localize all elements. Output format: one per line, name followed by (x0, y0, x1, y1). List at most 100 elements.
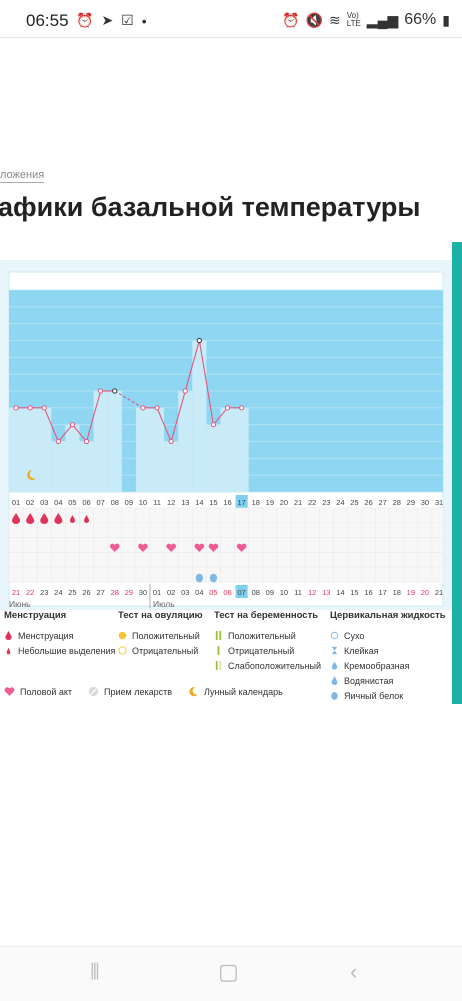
legend-label: Водянистая (344, 675, 394, 686)
x-bottom-label: 11 (294, 588, 302, 597)
card-accent-stripe (452, 242, 462, 704)
legend-item: Положительный (214, 628, 321, 643)
status-left-icons: ⏰ ➤ ☑ • (76, 12, 147, 29)
back-icon[interactable]: ‹ (350, 959, 358, 984)
x-tick-label: 22 (308, 498, 316, 507)
x-tick-label: 19 (266, 498, 274, 507)
temperature-segment (156, 407, 172, 442)
legend-menstruation: Менструация Менструация Небольшие выделе… (4, 610, 115, 658)
egg-white-marker (209, 573, 218, 583)
temperature-bar (220, 407, 235, 492)
legend-title: Тест на беременность (214, 610, 319, 621)
page-title: афики базальной температуры (0, 192, 421, 222)
alarm-icon: ⏰ (76, 12, 94, 28)
temperature-point (55, 438, 61, 445)
recent-apps-icon[interactable]: ⦀ (90, 959, 100, 984)
x-tick-label: 14 (195, 498, 203, 507)
temperature-bar (23, 407, 38, 492)
legend-item: Слабоположительный (214, 658, 321, 673)
x-tick-label: 18 (252, 498, 260, 507)
legend-label: Менструация (18, 630, 74, 641)
temperature-point (83, 438, 90, 445)
x-tick-label: 20 (280, 498, 288, 507)
legend-pregnancy: Тест на беременность Положительный Отриц… (214, 610, 321, 673)
x-tick-label: 07 (96, 498, 104, 507)
x-tick-label: 06 (82, 498, 90, 507)
x-bottom-label: 29 (125, 588, 133, 597)
x-bottom-label: 05 (209, 588, 217, 597)
legend-label: Слабоположительный (228, 660, 322, 671)
temperature-bar (206, 424, 221, 492)
x-bottom-label: 18 (393, 588, 401, 597)
sticky-icon (331, 646, 338, 655)
highlight-day-box (235, 585, 248, 598)
pill-icon (88, 686, 99, 697)
x-bottom-label: 21 (435, 588, 443, 597)
x-bottom-label: 14 (336, 588, 344, 597)
temperature-point (196, 337, 202, 344)
legend-label: Отрицательный (132, 645, 199, 656)
temperature-bar (107, 391, 122, 492)
x-bottom-label: 02 (167, 588, 175, 597)
home-icon[interactable]: ▢ (218, 959, 239, 984)
x-tick-label: 13 (181, 498, 189, 507)
dry-icon (330, 631, 339, 640)
legend-item: Водянистая (330, 673, 446, 688)
x-tick-label: 04 (54, 498, 62, 507)
faint-line-icon (215, 661, 222, 670)
intercourse-heart (208, 543, 219, 552)
x-tick-label: 27 (378, 498, 386, 507)
temperature-segment (198, 340, 214, 425)
temperature-segment (213, 407, 228, 426)
x-bottom-label: 08 (252, 588, 260, 597)
x-bottom-label: 26 (82, 588, 90, 597)
x-bottom-label: 10 (280, 588, 288, 597)
temperature-point (168, 438, 174, 445)
system-nav-bar: ⦀ ▢ ‹ (0, 946, 462, 1001)
x-tick-label: 28 (393, 498, 401, 507)
legend-label: Прием лекарств (104, 686, 173, 697)
x-bottom-label: 22 (26, 588, 34, 597)
x-tick-label: 12 (167, 498, 175, 507)
breadcrumb[interactable]: ложения (0, 169, 45, 183)
temperature-bar (178, 391, 193, 492)
x-bottom-label: 27 (96, 588, 104, 597)
legend-title: Цервикальная жидкость (330, 610, 446, 621)
menstruation-drop (12, 513, 21, 524)
x-tick-label: 31 (435, 498, 443, 507)
temperature-bar (164, 441, 179, 492)
x-bottom-label: 24 (54, 588, 62, 597)
drop-icon (5, 631, 12, 640)
wifi-icon: ≋ (328, 11, 341, 28)
highlight-day-box (235, 495, 248, 508)
x-bottom-label: 03 (181, 588, 189, 597)
temperature-bar (135, 407, 150, 492)
temperature-bar (65, 424, 80, 492)
menstruation-drop (26, 513, 35, 524)
legend-label: Половой акт (20, 686, 73, 697)
x-bottom-label: 16 (364, 588, 372, 597)
x-bottom-label: 06 (223, 588, 231, 597)
temperature-point (224, 405, 231, 411)
status-right-icons: ⏰ 🔇 ≋ Vo) LTE ▂▄▆ 66% ▮ (282, 11, 450, 29)
watery-icon (331, 676, 338, 685)
intercourse-heart (166, 543, 176, 552)
intercourse-heart (236, 543, 247, 552)
x-bottom-label: 15 (350, 588, 358, 597)
x-tick-label: 30 (421, 498, 429, 507)
x-tick-label: 03 (40, 498, 48, 507)
legend-item: Половой акт (4, 684, 72, 699)
month-label-left: Июнь (9, 599, 31, 609)
temperature-bar (9, 407, 24, 492)
legend-label: Яичный белок (344, 690, 404, 701)
temperature-point (13, 405, 19, 411)
telegram-icon: ➤ (101, 12, 114, 28)
x-bottom-label: 19 (407, 588, 415, 597)
checkbox-icon: ☑ (121, 12, 134, 28)
x-bottom-label: 01 (153, 588, 161, 597)
temperature-bar (234, 407, 249, 492)
mute-icon: 🔇 (305, 11, 323, 28)
temperature-segment (57, 424, 73, 442)
signal-icon: ▂▄▆ (366, 11, 399, 28)
x-tick-label: 08 (111, 498, 119, 507)
